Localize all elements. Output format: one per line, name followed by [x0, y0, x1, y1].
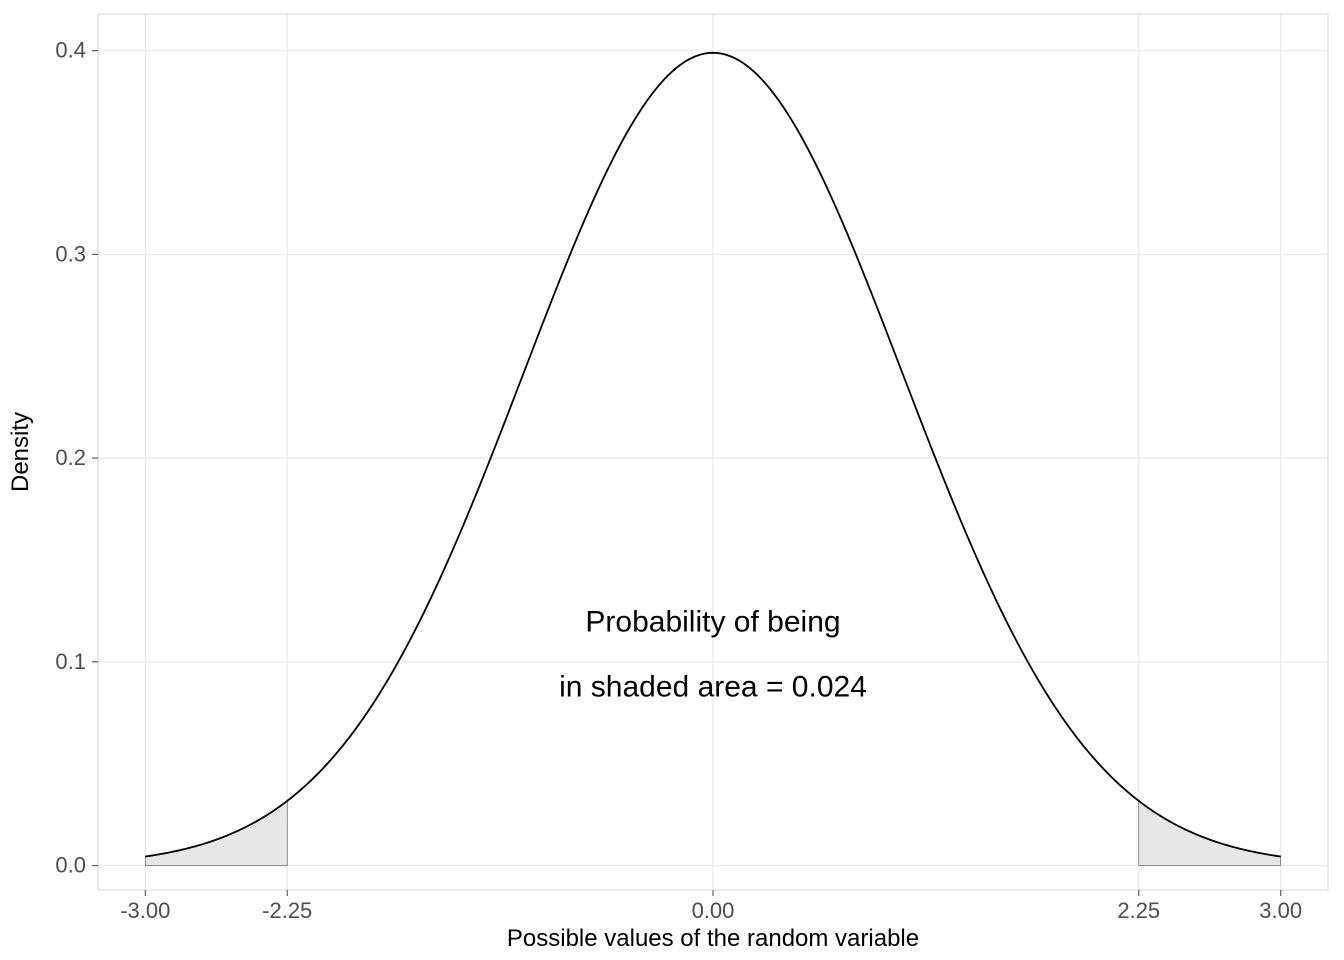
y-tick-label: 0.4	[55, 38, 86, 63]
x-tick-label: -2.25	[262, 898, 312, 923]
y-tick-label: 0.0	[55, 853, 86, 878]
annotation-line2: in shaded area = 0.024	[559, 670, 867, 703]
y-tick-label: 0.2	[55, 445, 86, 470]
x-axis-title: Possible values of the random variable	[507, 925, 919, 952]
chart-svg: -3.00 -2.25 0.00 2.25 3.00 0.0 0.1 0.2 0.3 0.4 Pos…	[0, 0, 1344, 960]
x-tick-label: -3.00	[120, 898, 170, 923]
y-tick-label: 0.3	[55, 241, 86, 266]
x-tick-label: 3.00	[1259, 898, 1302, 923]
x-tick-label: 2.25	[1117, 898, 1160, 923]
annotation-line1: Probability of being	[585, 605, 840, 638]
x-tick-label: 0.00	[692, 898, 735, 923]
y-axis-title: Density	[7, 412, 34, 492]
density-chart: -3.00 -2.25 0.00 2.25 3.00 0.0 0.1 0.2 0.3 0.4 Pos…	[0, 0, 1344, 960]
y-tick-label: 0.1	[55, 649, 86, 674]
